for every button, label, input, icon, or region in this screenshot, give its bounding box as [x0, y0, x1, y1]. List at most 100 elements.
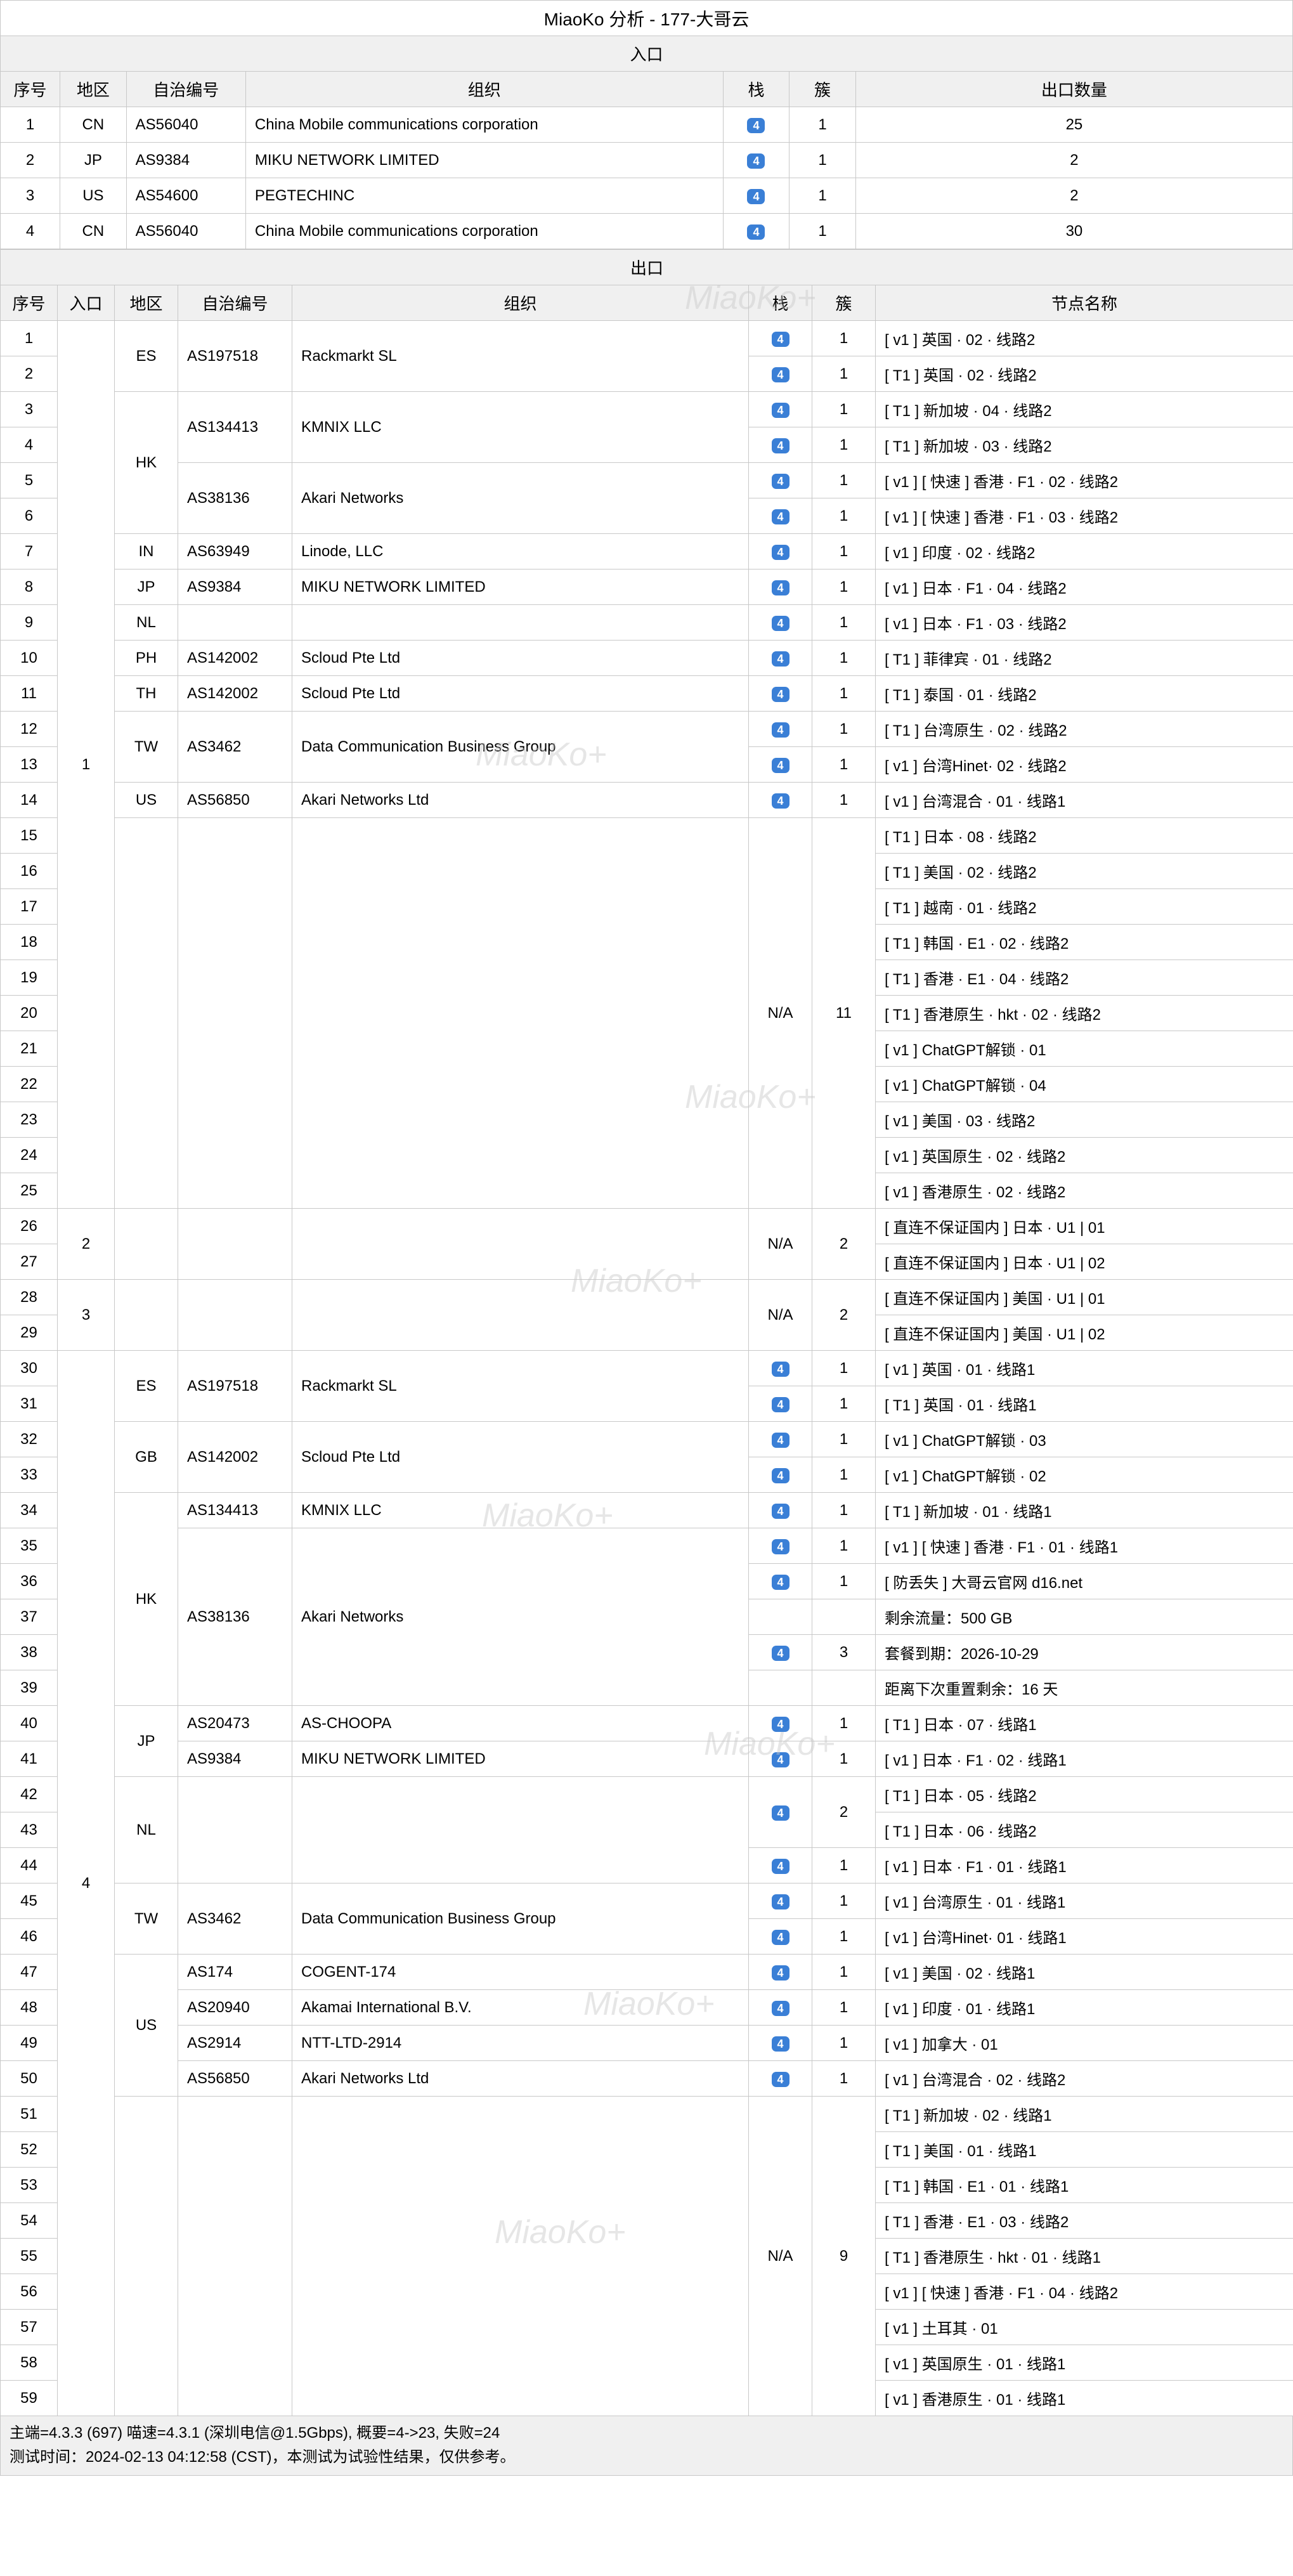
- exit-node: [ v1 ] 日本 · F1 · 02 · 线路1: [876, 1741, 1293, 1777]
- exit-stack: 4: [749, 1741, 812, 1777]
- exit-seq: 47: [1, 1955, 58, 1990]
- exit-node: [ T1 ] 韩国 · E1 · 01 · 线路1: [876, 2168, 1293, 2203]
- ipv4-badge-icon: 4: [772, 545, 789, 560]
- exit-seq: 13: [1, 747, 58, 783]
- entry-header-row: 序号 地区 自治编号 组织 栈 簇 出口数量: [1, 72, 1293, 107]
- exit-node: [ T1 ] 新加坡 · 03 · 线路2: [876, 427, 1293, 463]
- ipv4-badge-icon: 4: [772, 1433, 789, 1448]
- entry-row: 2JPAS9384MIKU NETWORK LIMITED412: [1, 143, 1293, 178]
- exit-org: Akari Networks Ltd: [292, 2061, 749, 2097]
- exit-seq: 32: [1, 1422, 58, 1457]
- exit-node: [ v1 ] 加拿大 · 01: [876, 2026, 1293, 2061]
- ipv4-badge-icon: 4: [772, 651, 789, 667]
- entry-cluster: 1: [789, 178, 856, 214]
- exit-stack: 4: [749, 1919, 812, 1955]
- exit-seq: 44: [1, 1848, 58, 1883]
- ipv4-badge-icon: 4: [747, 189, 765, 204]
- exit-seq: 15: [1, 818, 58, 854]
- exit-stack: 4: [749, 1351, 812, 1386]
- exit-org: AS-CHOOPA: [292, 1706, 749, 1741]
- exit-node: [ T1 ] 韩国 · E1 · 02 · 线路2: [876, 925, 1293, 960]
- exit-node: [ v1 ] 香港原生 · 02 · 线路2: [876, 1173, 1293, 1209]
- exit-seq: 9: [1, 605, 58, 641]
- exit-node: [ v1 ] 台湾Hinet· 02 · 线路2: [876, 747, 1293, 783]
- exit-org: [292, 1209, 749, 1280]
- exit-org: [292, 605, 749, 641]
- exit-seq: 18: [1, 925, 58, 960]
- exit-row: 11ESAS197518Rackmarkt SL41[ v1 ] 英国 · 02…: [1, 321, 1293, 356]
- exit-row: 7INAS63949Linode, LLC41[ v1 ] 印度 · 02 · …: [1, 534, 1293, 569]
- entry-org: PEGTECHINC: [245, 178, 723, 214]
- exit-region: PH: [115, 641, 178, 676]
- ipv4-badge-icon: 4: [772, 509, 789, 524]
- exit-row: 45TWAS3462Data Communication Business Gr…: [1, 1883, 1293, 1919]
- exit-seq: 49: [1, 2026, 58, 2061]
- exit-node: [ T1 ] 新加坡 · 02 · 线路1: [876, 2097, 1293, 2132]
- exit-asn: AS142002: [178, 676, 292, 712]
- exit-org: Data Communication Business Group: [292, 712, 749, 783]
- exit-region: US: [115, 1955, 178, 2097]
- exit-seq: 29: [1, 1315, 58, 1351]
- exit-cluster: 1: [812, 2061, 876, 2097]
- exit-region: JP: [115, 1706, 178, 1777]
- entry-asn: AS56040: [126, 214, 245, 249]
- exit-stack: 4: [749, 1528, 812, 1564]
- exit-cluster: 1: [812, 463, 876, 498]
- exit-asn: [178, 818, 292, 1209]
- ipv4-badge-icon: 4: [772, 2036, 789, 2052]
- exit-cluster: 1: [812, 1422, 876, 1457]
- exit-org: Rackmarkt SL: [292, 321, 749, 392]
- exit-node: [ 直连不保证国内 ] 美国 · U1 | 01: [876, 1280, 1293, 1315]
- exit-seq: 22: [1, 1067, 58, 1102]
- exit-org: [292, 818, 749, 1209]
- exit-stack: N/A: [749, 1280, 812, 1351]
- exit-seq: 26: [1, 1209, 58, 1244]
- exit-seq: 36: [1, 1564, 58, 1599]
- col-stack: 栈: [749, 285, 812, 321]
- ipv4-badge-icon: 4: [772, 1805, 789, 1821]
- ipv4-badge-icon: 4: [772, 1646, 789, 1661]
- col-seq: 序号: [1, 285, 58, 321]
- exit-cluster: [812, 1670, 876, 1706]
- exit-node: [ T1 ] 日本 · 06 · 线路2: [876, 1812, 1293, 1848]
- exit-node: [ T1 ] 越南 · 01 · 线路2: [876, 889, 1293, 925]
- exit-node: [ v1 ] [ 快速 ] 香港 · F1 · 01 · 线路1: [876, 1528, 1293, 1564]
- ipv4-badge-icon: 4: [772, 1468, 789, 1483]
- exit-stack: 4: [749, 605, 812, 641]
- entry-region: JP: [60, 143, 127, 178]
- exit-row: 9NL41[ v1 ] 日本 · F1 · 03 · 线路2: [1, 605, 1293, 641]
- analysis-table: MiaoKo 分析 - 177-大哥云 入口 序号 地区 自治编号 组织 栈 簇…: [0, 0, 1293, 249]
- exit-asn: [178, 2097, 292, 2416]
- exit-seq: 16: [1, 854, 58, 889]
- exit-node: [ 直连不保证国内 ] 日本 · U1 | 02: [876, 1244, 1293, 1280]
- exit-seq: 57: [1, 2310, 58, 2345]
- exit-seq: 24: [1, 1138, 58, 1173]
- exit-seq: 19: [1, 960, 58, 996]
- exit-cluster: 1: [812, 676, 876, 712]
- exit-node: [ T1 ] 香港原生 · hkt · 01 · 线路1: [876, 2239, 1293, 2274]
- exit-row: 11THAS142002Scloud Pte Ltd41[ T1 ] 泰国 · …: [1, 676, 1293, 712]
- exit-row: 40JPAS20473AS-CHOOPA41[ T1 ] 日本 · 07 · 线…: [1, 1706, 1293, 1741]
- exit-asn: AS134413: [178, 392, 292, 463]
- exit-region: HK: [115, 1493, 178, 1706]
- ipv4-badge-icon: 4: [772, 1752, 789, 1767]
- exit-node: [ v1 ] ChatGPT解锁 · 02: [876, 1457, 1293, 1493]
- exit-stack: 4: [749, 1848, 812, 1883]
- exit-org: Data Communication Business Group: [292, 1883, 749, 1955]
- ipv4-badge-icon: 4: [772, 2072, 789, 2087]
- exit-stack: 4: [749, 1564, 812, 1599]
- exit-row: 15N/A11[ T1 ] 日本 · 08 · 线路2: [1, 818, 1293, 854]
- exit-node: [ v1 ] ChatGPT解锁 · 03: [876, 1422, 1293, 1457]
- exit-asn: AS2914: [178, 2026, 292, 2061]
- col-org: 组织: [245, 72, 723, 107]
- exit-cluster: 1: [812, 392, 876, 427]
- entry-stack: 4: [723, 143, 789, 178]
- exit-org: MIKU NETWORK LIMITED: [292, 569, 749, 605]
- exit-asn: AS38136: [178, 1528, 292, 1706]
- exit-node: 剩余流量：500 GB: [876, 1599, 1293, 1635]
- exit-asn: AS20940: [178, 1990, 292, 2026]
- exit-node: [ v1 ] ChatGPT解锁 · 04: [876, 1067, 1293, 1102]
- ipv4-badge-icon: 4: [772, 1362, 789, 1377]
- ipv4-badge-icon: 4: [772, 1894, 789, 1909]
- exit-node: [ 直连不保证国内 ] 日本 · U1 | 01: [876, 1209, 1293, 1244]
